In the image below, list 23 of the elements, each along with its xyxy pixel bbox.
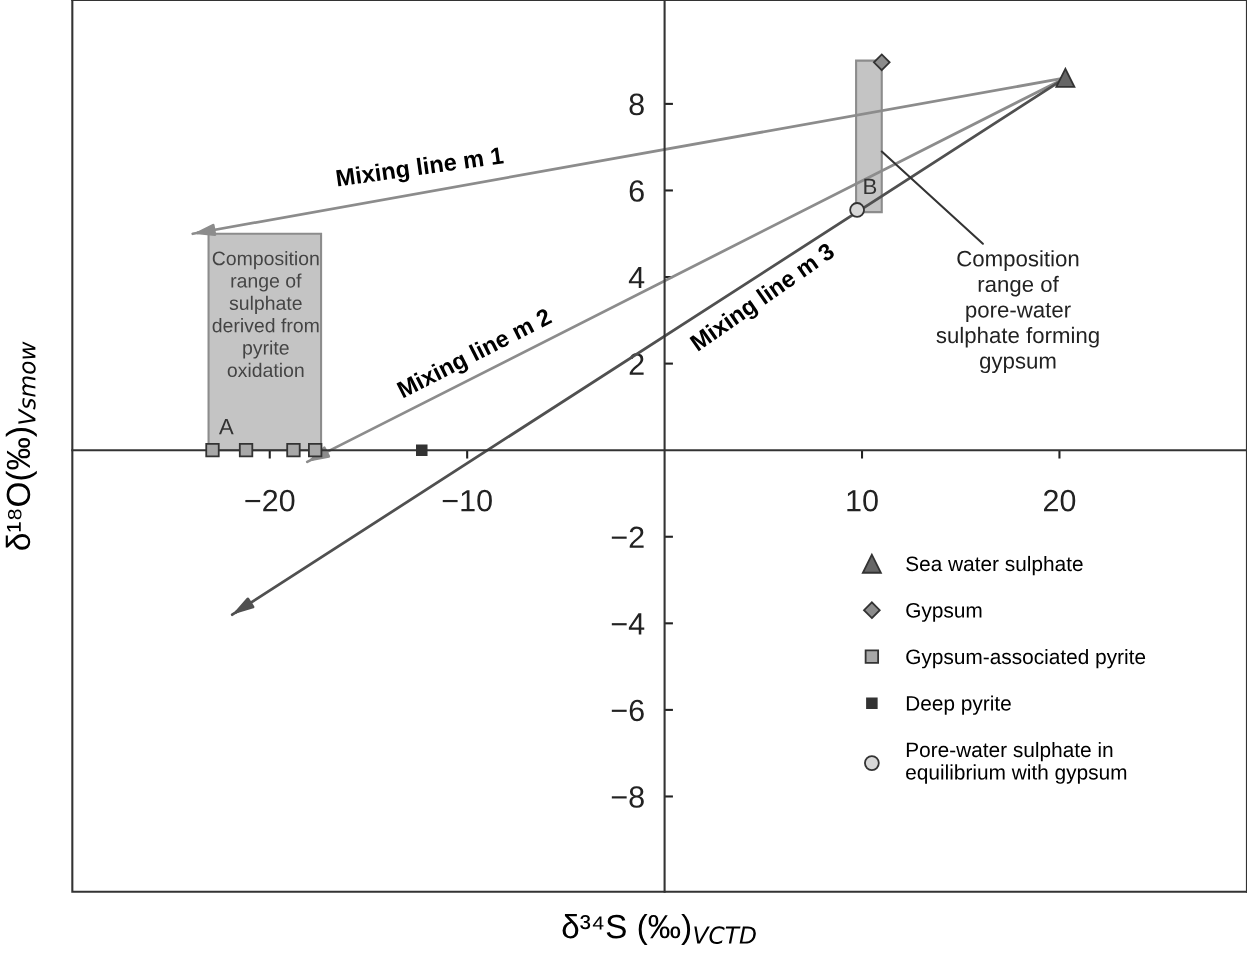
y-tick-label: 8 [629,93,644,116]
x-tick-label: 10 [847,489,878,512]
y-tick-label: 4 [628,267,645,289]
y-axis-title: δ¹⁸O(‰)$_{Vsmow}$ [5,341,37,550]
x-tick-label: −10 [442,489,492,512]
x-tick-label: −20 [245,489,295,512]
y-tick-label: 6 [629,180,644,202]
annotation: A [218,418,234,435]
x-axis-title: δ³⁴S (‰)$_{VCTD}$ [562,913,756,946]
y-tick-label: −6 [611,699,644,722]
legend-label: Deep pyrite [906,695,1011,715]
y-tick-label: −2 [611,526,644,548]
legend-label: Sea water sulphate [906,555,1083,576]
y-tick-label: −8 [611,786,644,808]
x-tick-label: 20 [1043,489,1076,512]
annotation: Composition range of sulphate derived from pyrite oxidation [212,251,319,378]
legend-label: Pore-water sulphate in equilibrium with gypsum [906,741,1127,784]
legend-label: Gypsum-associated pyrite [906,648,1146,669]
y-tick-label: −4 [611,613,645,635]
annotation: Mixing line m 1 [336,146,505,192]
legend-label: Gypsum [906,602,982,622]
annotation: Composition range of pore-water sulphate forming gypsum [936,250,1099,374]
annotation: B [864,178,877,195]
